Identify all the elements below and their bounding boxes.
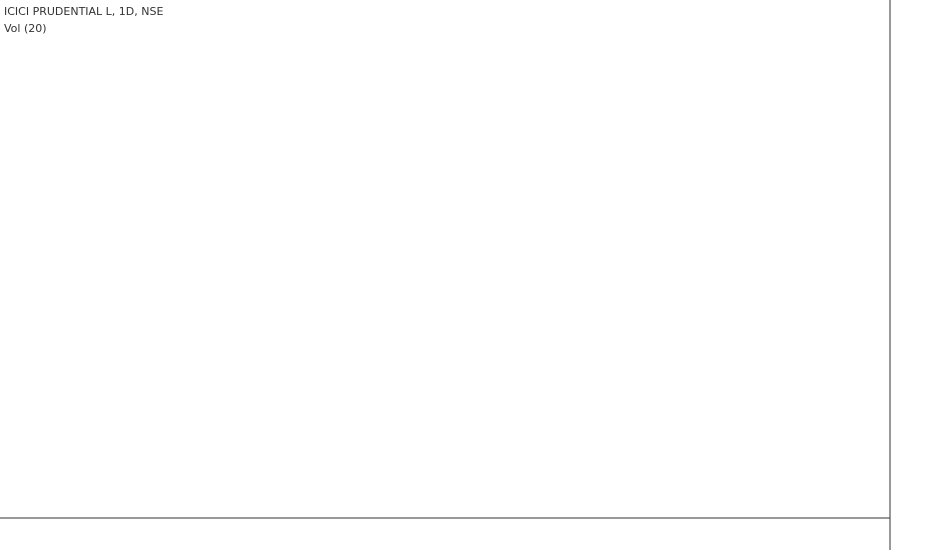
price-axis bbox=[890, 0, 932, 550]
chart-title: ICICI PRUDENTIAL L, 1D, NSE bbox=[4, 5, 163, 18]
volume-label: Vol (20) bbox=[4, 22, 47, 35]
